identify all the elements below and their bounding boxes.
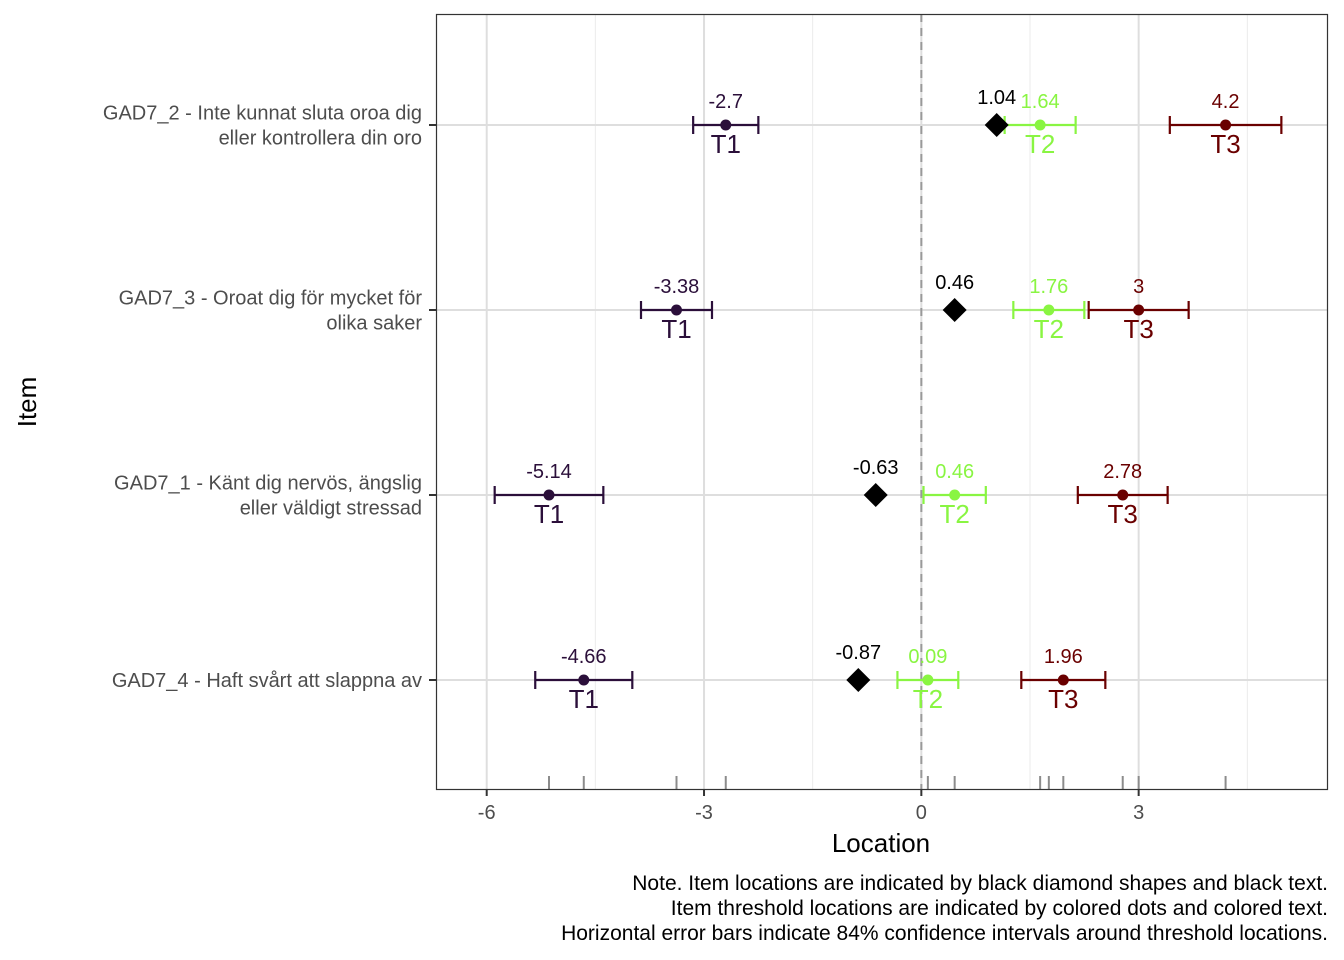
item-label: GAD7_3 - Oroat dig för mycket för	[119, 288, 423, 310]
item-row: -3.38 T1 1.76 T2 3 T3 0.46	[639, 272, 1190, 344]
threshold-name-label: T1	[661, 314, 691, 344]
item-label: GAD7_4 - Haft svårt att slappna av	[112, 670, 422, 692]
footnote: Note. Item locations are indicated by bl…	[561, 872, 1328, 945]
threshold-name-label: T2	[913, 684, 943, 714]
threshold-name-label: T2	[939, 499, 969, 529]
footnote-line: Horizontal error bars indicate 84% confi…	[561, 922, 1328, 945]
item-location-diamond	[942, 298, 967, 322]
threshold-value-label: -3.38	[654, 276, 700, 298]
threshold-value-label: -5.14	[526, 461, 572, 483]
plot-border	[435, 13, 1329, 791]
item-location-label: -0.87	[836, 642, 882, 664]
threshold-value-label: 2.78	[1103, 461, 1142, 483]
threshold-point	[578, 674, 590, 686]
item-row: -2.7 T1 1.64 T2 4.2 T3 1.04	[692, 87, 1283, 159]
y-axis-title: Item	[12, 377, 42, 428]
marks-layer: -2.7 T1 1.64 T2 4.2 T3 1.04 -3.38 T1 1.76 T2 3 T3 0.4…	[493, 87, 1283, 714]
item-label: eller kontrollera din oro	[219, 128, 422, 150]
x-tick-label: -6	[478, 802, 496, 824]
threshold-point	[1117, 489, 1129, 501]
threshold-name-label: T1	[534, 499, 564, 529]
threshold-value-label: -2.7	[709, 91, 743, 113]
x-tick-label: -3	[695, 802, 713, 824]
item-location-label: 1.04	[977, 87, 1016, 109]
axis-layer: GAD7_2 - Inte kunnat sluta oroa dig eller…	[103, 103, 1144, 825]
x-tick-label: 0	[916, 802, 927, 824]
x-tick-label: 3	[1133, 802, 1144, 824]
item-row: -5.14 T1 0.46 T2 2.78 T3 -0.63	[493, 457, 1169, 529]
threshold-point	[1043, 304, 1055, 316]
item-location-label: 0.46	[935, 272, 974, 294]
footnote-line: Note. Item locations are indicated by bl…	[632, 872, 1328, 895]
threshold-name-label: T1	[569, 684, 599, 714]
threshold-point	[720, 119, 732, 131]
item-location-label: -0.63	[853, 457, 899, 479]
footnote-line: Item threshold locations are indicated b…	[671, 897, 1328, 920]
threshold-value-label: 1.64	[1021, 91, 1060, 113]
threshold-value-label: 1.76	[1029, 276, 1068, 298]
item-location-diamond	[984, 113, 1009, 137]
threshold-name-label: T3	[1210, 129, 1240, 159]
threshold-point	[1034, 119, 1046, 131]
threshold-name-label: T3	[1048, 684, 1078, 714]
threshold-name-label: T3	[1123, 314, 1153, 344]
threshold-point	[1220, 119, 1232, 131]
plot-background	[436, 14, 1327, 789]
threshold-value-label: 4.2	[1212, 91, 1240, 113]
item-label: GAD7_2 - Inte kunnat sluta oroa dig	[103, 103, 422, 125]
item-label: eller väldigt stressad	[240, 498, 422, 520]
threshold-name-label: T2	[1034, 314, 1064, 344]
threshold-value-label: 3	[1133, 276, 1144, 298]
threshold-value-label: -4.66	[561, 646, 607, 668]
threshold-point	[922, 674, 934, 686]
threshold-point	[1133, 304, 1145, 316]
threshold-point	[543, 489, 555, 501]
threshold-value-label: 0.09	[908, 646, 947, 668]
item-row: -4.66 T1 0.09 T2 1.96 T3 -0.87	[534, 642, 1107, 714]
threshold-point	[670, 304, 682, 316]
item-label: GAD7_1 - Känt dig nervös, ängslig	[114, 473, 422, 495]
item-location-diamond	[863, 483, 888, 507]
rug-layer	[548, 776, 1227, 789]
threshold-name-label: T2	[1025, 129, 1055, 159]
threshold-name-label: T3	[1108, 499, 1138, 529]
item-location-diamond	[846, 668, 871, 692]
threshold-point	[949, 489, 961, 501]
item-label: olika saker	[326, 313, 422, 335]
threshold-name-label: T1	[711, 129, 741, 159]
threshold-value-label: 0.46	[935, 461, 974, 483]
threshold-value-label: 1.96	[1044, 646, 1083, 668]
x-axis-title: Location	[832, 828, 930, 858]
threshold-point	[1057, 674, 1069, 686]
